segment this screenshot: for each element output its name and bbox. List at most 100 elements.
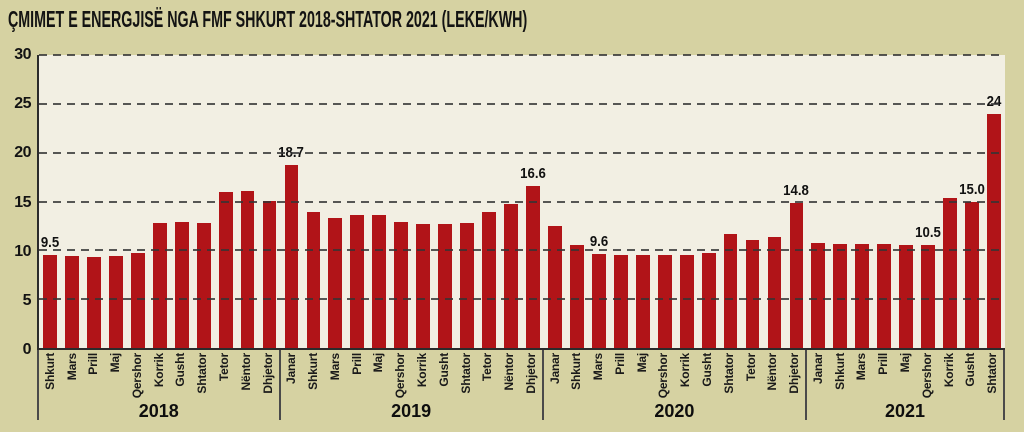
bar-slot [676, 55, 698, 348]
bar-maj-2021 [899, 245, 914, 348]
month-label: Qershor [919, 353, 934, 399]
bar-value-label: 16.6 [520, 164, 546, 182]
x-label-group-2021: Janar Shkurt Mars Prill Maj Qershor Korrik Gush… [805, 350, 1005, 421]
bar-slot [390, 55, 412, 348]
month-label: Mars [591, 353, 606, 381]
month-label: Prill [876, 353, 891, 375]
month-label: Shkurt [832, 353, 847, 390]
bar-value-label: 9.6 [589, 233, 609, 251]
chart-title: ÇMIMET E ENERGJISË NGA FMF SHKURT 2018-S… [8, 6, 528, 32]
gridline [39, 200, 1005, 203]
bar-shtator-2021 [987, 113, 1001, 348]
month-label: Shkurt [306, 353, 321, 390]
bar-slot [259, 55, 281, 348]
y-tick-label: 25 [14, 95, 31, 113]
bar-slot: 9.6 [588, 55, 610, 348]
month-label: Korrik [151, 353, 166, 388]
bar-value-label: 14.8 [783, 182, 810, 200]
bar-slot [215, 55, 237, 348]
bar-maj-2019 [372, 215, 387, 348]
month-label: Tetor [743, 353, 758, 382]
year-label-2019: 2019 [391, 401, 432, 421]
month-label: Mars [327, 353, 342, 381]
bar-slot: 16.6 [520, 55, 546, 348]
bar-gusht-2018 [174, 222, 189, 348]
bar-prill-2019 [350, 215, 365, 348]
bar-slot: 9.5 [39, 55, 61, 348]
bar-slot [566, 55, 588, 348]
bar-qershor-2021 [921, 245, 936, 348]
month-label: Mars [64, 353, 79, 381]
gridline [39, 249, 1005, 252]
month-label: Gusht [436, 353, 451, 387]
bar-janar-2019 [284, 165, 299, 348]
month-label: Shkurt [569, 353, 584, 390]
bar-slot: 15.0 [959, 55, 985, 348]
y-tick-label: 30 [14, 46, 31, 63]
month-label: Mars [854, 353, 869, 381]
bar-shtator-2019 [460, 223, 475, 348]
bar-slot [302, 55, 324, 348]
bar-value-label: 9.5 [40, 234, 60, 252]
month-label: Qershor [393, 353, 408, 399]
bar-prill-2021 [877, 244, 892, 348]
y-tick-label: 10 [14, 242, 31, 260]
month-label: Prill [612, 353, 627, 375]
bar-qershor-2019 [394, 222, 409, 348]
gridline [39, 298, 1005, 301]
bar-slot [873, 55, 895, 348]
gridline [39, 151, 1005, 154]
y-tick-label: 20 [14, 144, 31, 162]
bar-slot [720, 55, 742, 348]
bar-slot [412, 55, 434, 348]
month-label: Janar [547, 353, 562, 385]
bar-value-label: 24 [986, 92, 1002, 110]
bar-slot [500, 55, 522, 348]
bar-maj-2018 [108, 256, 123, 348]
month-label: Maj [108, 353, 123, 373]
bar-gusht-2019 [438, 223, 453, 348]
month-label: Korrik [678, 353, 693, 388]
bar-shkurt-2021 [833, 243, 848, 348]
bar-slot [654, 55, 676, 348]
bar-slot: 10.5 [915, 55, 941, 348]
bar-slot [763, 55, 785, 348]
year-label-2021: 2021 [884, 401, 926, 421]
month-label: Gusht [173, 353, 188, 387]
bar-slot [610, 55, 632, 348]
bar-korrik-2021 [943, 197, 958, 348]
month-label: Tetor [217, 353, 231, 382]
bar-slot [829, 55, 851, 348]
year-label-2018: 2018 [138, 401, 179, 421]
bars-container: 9.5 18.716.6 9.6 14.8 10.5 15.0 24 [39, 55, 1005, 348]
month-label: Nëntor [502, 353, 517, 391]
bar-slot [83, 55, 105, 348]
bar-slot [895, 55, 917, 348]
bar-shkurt-2020 [569, 245, 584, 348]
month-label: Shkurt [42, 353, 57, 390]
month-label: Shtator [458, 353, 473, 394]
bar-korrik-2020 [679, 255, 694, 348]
bar-prill-2020 [613, 255, 628, 348]
month-label: Korrik [941, 353, 956, 388]
x-label-group-2018: Shkurt Mars Prill Maj Qershor Korrik Gusht Shta… [37, 350, 279, 421]
bar-slot [368, 55, 390, 348]
bar-janar-2021 [811, 242, 826, 348]
bar-dhjetor-2018 [262, 200, 277, 348]
month-label: Prill [349, 353, 364, 375]
bar-slot [171, 55, 193, 348]
bar-slot [127, 55, 149, 348]
x-axis-label-area: Shkurt Mars Prill Maj Qershor Korrik Gusht Shta… [37, 350, 1005, 421]
bar-slot: 24 [983, 55, 1005, 348]
x-label-group-2019: Janar Shkurt Mars Prill Maj Qershor Korrik Gush… [278, 350, 542, 421]
month-label: Janar [810, 353, 825, 385]
bar-janar-2020 [548, 225, 562, 348]
month-label: Qershor [129, 353, 144, 399]
bar-shtator-2020 [723, 233, 738, 348]
bar-value-label: 15.0 [959, 180, 985, 198]
bar-dhjetor-2019 [526, 185, 540, 348]
bar-korrik-2018 [152, 223, 167, 348]
month-label: Dhjetor [523, 353, 538, 394]
bar-slot: 14.8 [783, 55, 810, 348]
bar-prill-2018 [86, 257, 101, 348]
